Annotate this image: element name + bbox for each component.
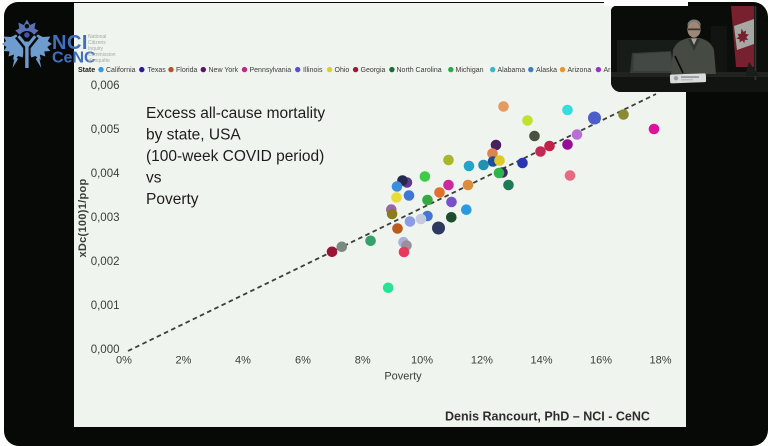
svg-text:State: State [78,67,95,74]
svg-text:0,006: 0,006 [91,80,120,92]
svg-text:Commission: Commission [88,52,116,58]
svg-text:Georgia: Georgia [361,67,386,74]
svg-text:Poverty: Poverty [146,191,199,208]
svg-text:Texas: Texas [148,67,167,74]
svg-text:Ohio: Ohio [335,67,350,74]
svg-text:Florida: Florida [176,67,198,74]
svg-text:by state, USA: by state, USA [146,127,241,144]
svg-text:CeNC: CeNC [52,50,96,67]
svg-text:Ar: Ar [604,67,612,74]
svg-text:d'enquête: d'enquête [88,58,110,64]
svg-text:12%: 12% [471,355,493,367]
svg-text:xDc(100)1/pop: xDc(100)1/pop [77,178,89,257]
svg-text:NCI: NCI [52,32,88,54]
svg-text:0,003: 0,003 [91,212,120,224]
svg-text:0,000: 0,000 [91,344,120,356]
svg-text:0,005: 0,005 [91,124,120,136]
svg-text:0,001: 0,001 [91,300,120,312]
svg-text:Citizens: Citizens [88,40,106,46]
svg-text:16%: 16% [590,355,612,367]
svg-text:Pennsylvania: Pennsylvania [250,67,292,74]
svg-text:14%: 14% [530,355,552,367]
svg-text:Alabama: Alabama [498,67,526,74]
svg-text:California: California [106,67,136,74]
svg-text:(100-week COVID period): (100-week COVID period) [146,148,324,165]
svg-text:0,004: 0,004 [91,168,120,180]
svg-text:New York: New York [209,67,239,74]
svg-text:2%: 2% [176,355,192,367]
svg-text:Arizona: Arizona [568,67,592,74]
svg-text:18%: 18% [649,355,671,367]
svg-text:Illinois: Illinois [303,67,323,74]
svg-text:10%: 10% [411,355,433,367]
svg-text:National: National [88,34,106,40]
svg-text:Poverty: Poverty [384,371,422,383]
svg-text:6%: 6% [295,355,311,367]
svg-text:8%: 8% [355,355,371,367]
svg-text:Denis Rancourt, PhD – NCI -: Denis Rancourt, PhD – NCI - CeNC [445,410,650,424]
svg-text:vs: vs [146,170,162,187]
svg-text:Inquiry: Inquiry [88,46,104,52]
svg-text:Alaska: Alaska [536,67,557,74]
svg-text:Excess all-cause mortality: Excess all-cause mortality [146,105,325,122]
svg-text:0,002: 0,002 [91,256,120,268]
svg-text:North Carolina: North Carolina [397,67,442,74]
svg-text:Michigan: Michigan [456,67,484,74]
svg-text:0%: 0% [116,355,132,367]
svg-text:4%: 4% [235,355,251,367]
